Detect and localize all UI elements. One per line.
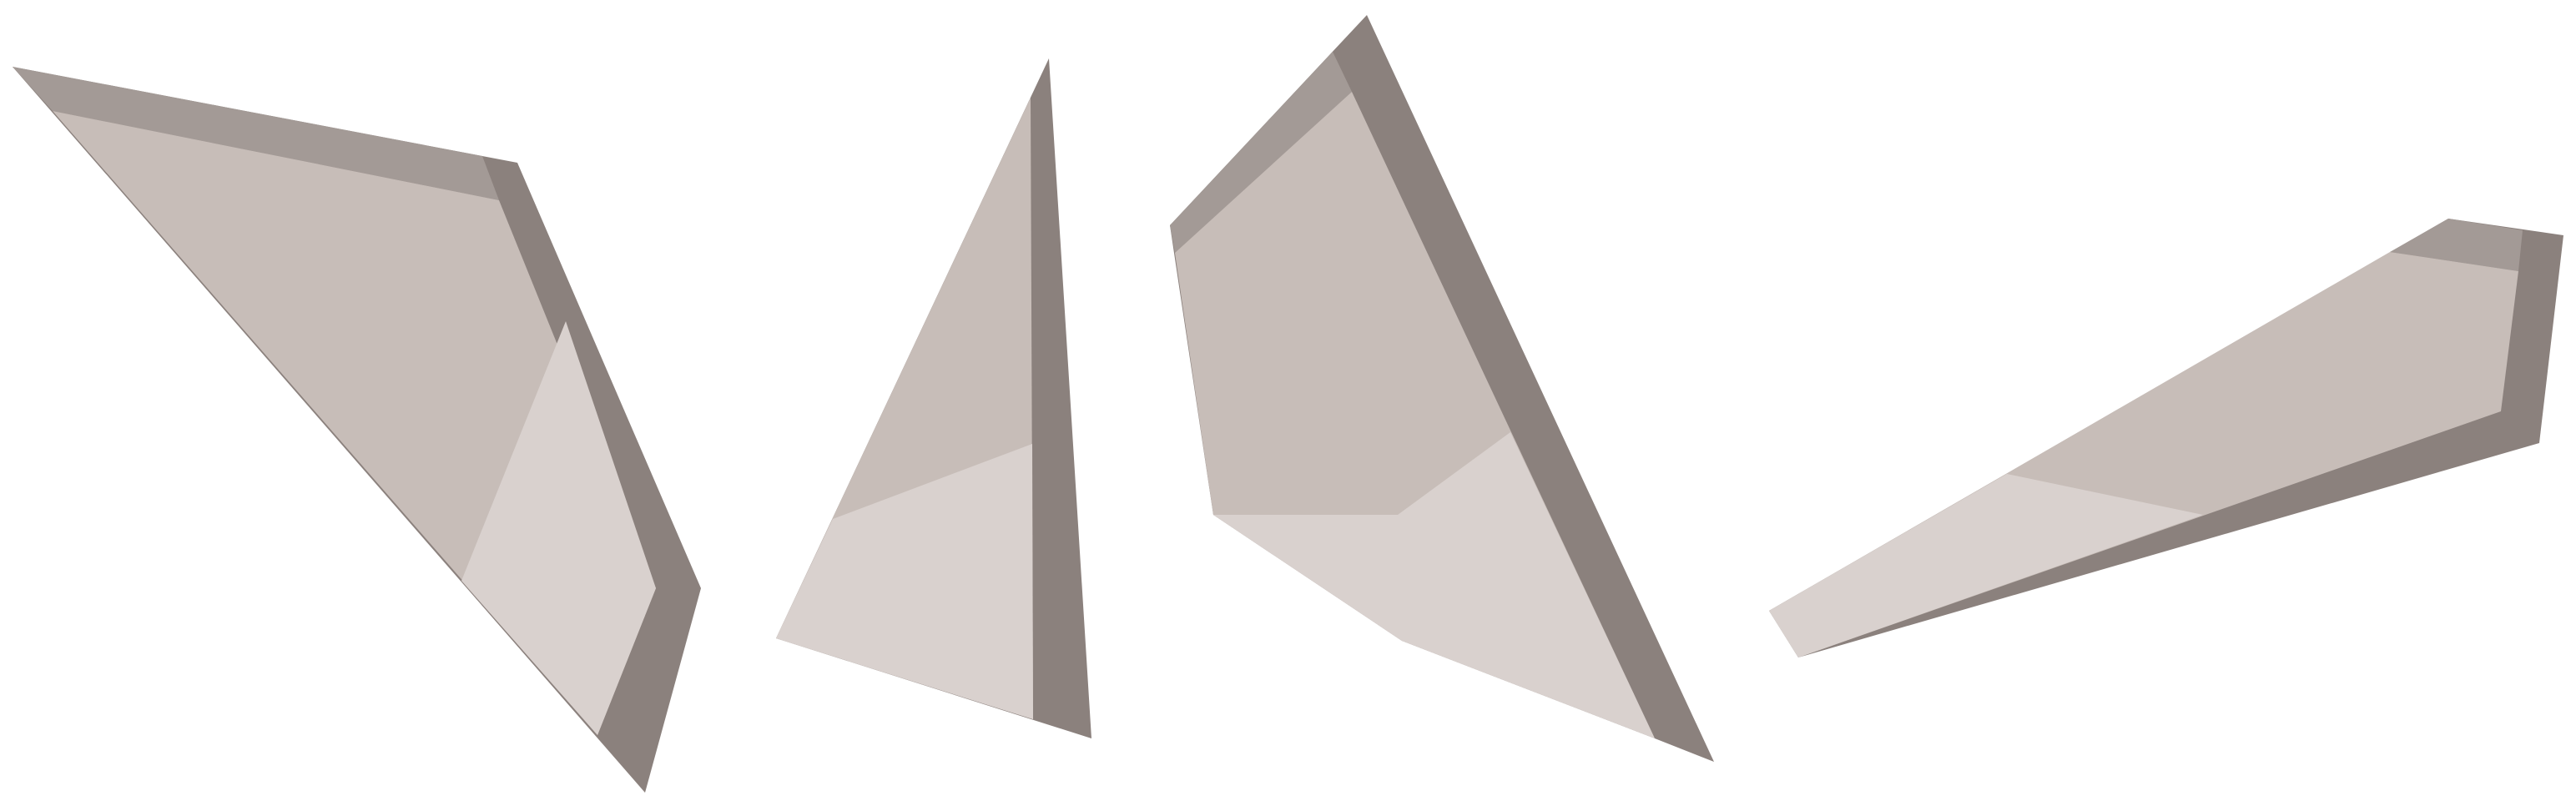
shard-center-right [1170, 15, 1714, 762]
shard-left [13, 67, 701, 793]
shard-right [1769, 219, 2563, 657]
shard-right-highlight [1769, 474, 2203, 657]
shard-center-left [776, 58, 1091, 738]
